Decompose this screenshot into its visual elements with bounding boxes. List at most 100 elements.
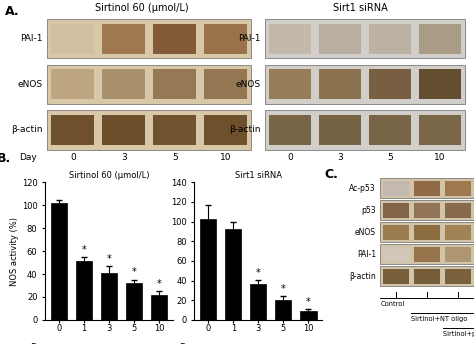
Text: Sirtinol+p53 anti-sense: Sirtinol+p53 anti-sense (443, 331, 474, 337)
Bar (269, 69, 311, 99)
Text: PAI-1: PAI-1 (238, 34, 261, 43)
Bar (154, 69, 196, 99)
Bar (204, 115, 247, 145)
Bar (380, 244, 474, 264)
Bar (200, 219, 217, 320)
Text: Sirt1 siRNA: Sirt1 siRNA (333, 3, 388, 13)
Text: Sirtinol+NT oligo: Sirtinol+NT oligo (411, 316, 468, 322)
Text: *: * (132, 268, 137, 278)
Bar (102, 115, 145, 145)
Bar (269, 115, 311, 145)
Bar (414, 225, 440, 240)
Bar (380, 201, 474, 220)
Bar (319, 24, 361, 54)
Text: p53: p53 (361, 206, 376, 215)
Bar (204, 69, 247, 99)
Bar (51, 203, 67, 320)
Bar (52, 24, 94, 54)
Text: Ac-p53: Ac-p53 (349, 184, 376, 193)
Text: *: * (157, 279, 162, 289)
Y-axis label: NOS activity (%): NOS activity (%) (10, 217, 19, 286)
Bar (383, 247, 409, 262)
Text: A.: A. (5, 5, 19, 18)
Text: 0: 0 (70, 153, 76, 162)
Text: *: * (107, 254, 111, 264)
Bar (380, 179, 474, 198)
Bar (300, 311, 317, 320)
Bar (380, 266, 474, 286)
Text: B.: B. (0, 152, 10, 165)
Text: eNOS: eNOS (355, 228, 376, 237)
Bar (445, 269, 472, 283)
Text: eNOS: eNOS (18, 80, 43, 89)
Bar (445, 181, 472, 196)
Bar (319, 115, 361, 145)
Text: *: * (281, 284, 286, 294)
Title: Sirtinol 60 (μmol/L): Sirtinol 60 (μmol/L) (69, 171, 149, 180)
Bar (225, 229, 241, 320)
Text: 5: 5 (172, 153, 178, 162)
Bar (47, 110, 251, 150)
Bar (265, 19, 465, 58)
Bar (102, 24, 145, 54)
Bar (102, 69, 145, 99)
Bar (47, 19, 251, 58)
Bar (383, 225, 409, 240)
Text: 3: 3 (337, 153, 343, 162)
Bar (126, 283, 142, 320)
Text: eNOS: eNOS (236, 80, 261, 89)
Bar (414, 181, 440, 196)
Bar (250, 283, 266, 320)
Bar (380, 222, 474, 242)
Bar (383, 269, 409, 283)
Text: PAI-1: PAI-1 (20, 34, 43, 43)
Text: Control: Control (380, 301, 404, 307)
Bar (52, 115, 94, 145)
Text: *: * (82, 245, 86, 255)
Bar (154, 115, 196, 145)
Bar (383, 203, 409, 218)
Bar (369, 69, 411, 99)
Bar (275, 300, 292, 320)
Bar (445, 225, 472, 240)
Bar (414, 269, 440, 283)
Bar (204, 24, 247, 54)
Text: 3: 3 (121, 153, 127, 162)
Text: 10: 10 (434, 153, 446, 162)
Text: PAI-1: PAI-1 (357, 250, 376, 259)
Bar (414, 247, 440, 262)
Bar (319, 69, 361, 99)
Bar (445, 203, 472, 218)
Bar (265, 110, 465, 150)
Bar (76, 261, 92, 320)
Bar (419, 69, 461, 99)
Title: Sirt1 siRNA: Sirt1 siRNA (235, 171, 282, 180)
Text: β-actin: β-actin (11, 125, 43, 135)
Text: 0: 0 (287, 153, 293, 162)
Text: Day: Day (30, 343, 46, 344)
Bar (369, 24, 411, 54)
Bar (419, 24, 461, 54)
Text: *: * (306, 297, 311, 307)
Text: β-actin: β-actin (349, 272, 376, 281)
Text: *: * (256, 268, 261, 278)
Text: C.: C. (325, 168, 338, 181)
Bar (52, 69, 94, 99)
Bar (154, 24, 196, 54)
Bar (269, 24, 311, 54)
Bar (414, 203, 440, 218)
Bar (445, 247, 472, 262)
Bar (47, 65, 251, 104)
Text: β-actin: β-actin (229, 125, 261, 135)
Bar (101, 273, 117, 320)
Text: Sirtinol 60 (μmol/L): Sirtinol 60 (μmol/L) (95, 3, 189, 13)
Bar (369, 115, 411, 145)
Text: Day: Day (179, 343, 196, 344)
Bar (383, 181, 409, 196)
Text: Day: Day (19, 153, 36, 162)
Bar (265, 65, 465, 104)
Text: 10: 10 (220, 153, 231, 162)
Bar (151, 295, 167, 320)
Bar (419, 115, 461, 145)
Text: 5: 5 (387, 153, 393, 162)
